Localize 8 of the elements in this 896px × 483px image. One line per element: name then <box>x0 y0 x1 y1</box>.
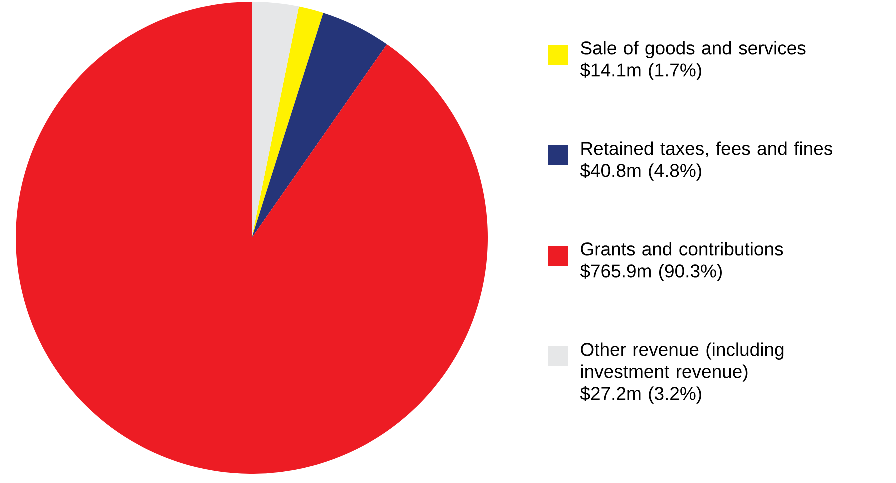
legend-label: Sale of goods and services <box>581 41 806 58</box>
data-label: $765.9m (90.3%) <box>580 264 722 282</box>
legend-label: Retained taxes, fees and fines <box>582 142 832 158</box>
data-label: $14.1m (1.7%) <box>580 62 702 80</box>
legend-label: Grants and contributions <box>581 242 784 256</box>
legend-label: Other revenue (including investment revenue) <box>581 342 784 382</box>
data-label: $27.2m (3.2%) <box>580 386 702 404</box>
data-label: $40.8m (4.8%) <box>580 163 702 181</box>
